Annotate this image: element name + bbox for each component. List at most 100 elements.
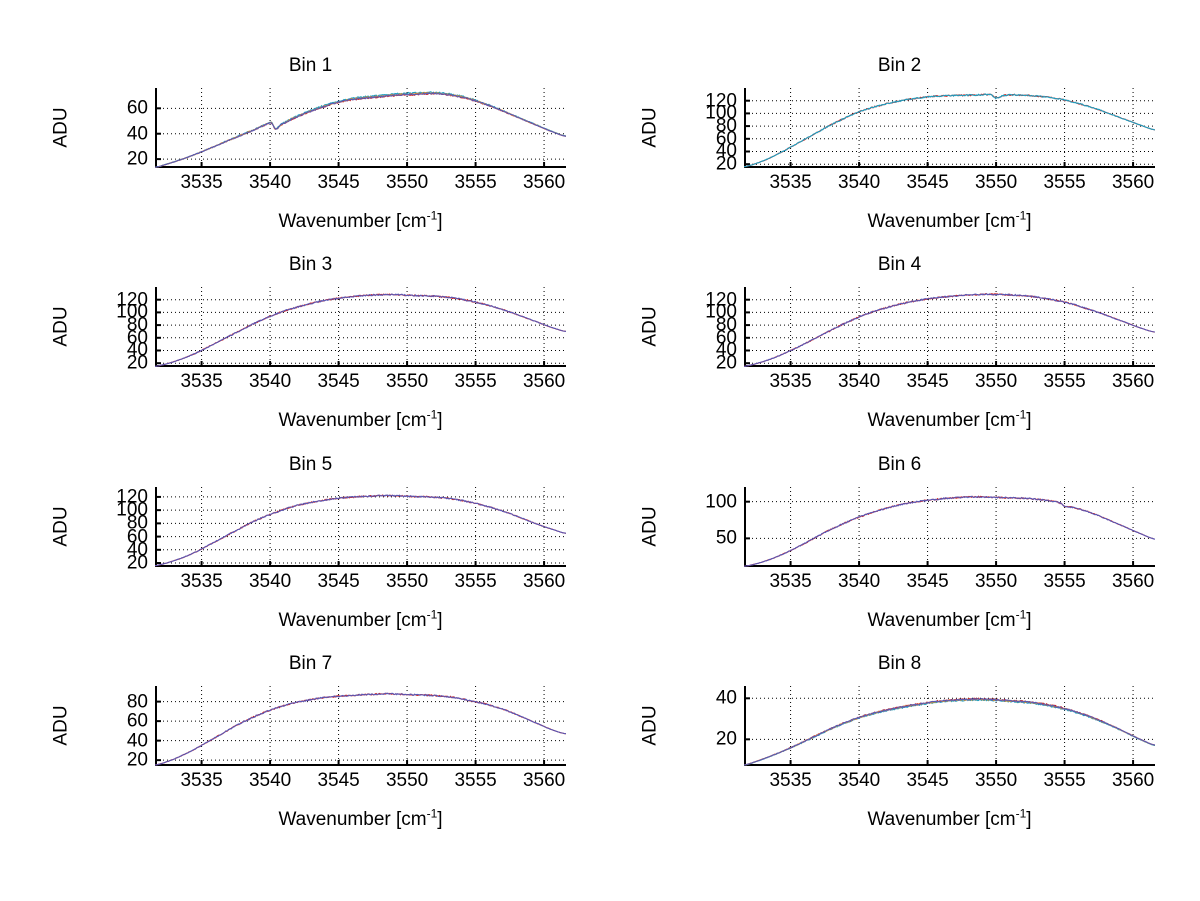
x-axis-label-text: Wavenumber [cm (867, 610, 1016, 631)
x-axis-label-7: Wavenumber [cm-1] (155, 808, 566, 830)
x-axis-label-close: ] (1026, 610, 1032, 631)
y-tick-label: 80 (126, 512, 148, 534)
x-axis-label-exponent: -1 (1015, 806, 1027, 821)
x-tick-label: 3535 (769, 172, 812, 193)
x-tick-label: 3555 (1043, 172, 1086, 193)
data-trace (155, 92, 566, 168)
subplot-panel-1: Bin 1 20 40 60 3535 3540 3545 3550 3555 3560 ADU Wa… (35, 56, 586, 252)
axes-frame-7 (155, 686, 566, 766)
x-tick-label: 3560 (1111, 172, 1155, 193)
x-axis-label-exponent: -1 (426, 607, 438, 622)
axes-area-1: 20 40 60 3535 3540 3545 3550 3555 3560 (127, 88, 566, 192)
x-axis-label-8: Wavenumber [cm-1] (744, 806, 1155, 830)
x-axis-label-exponent: -1 (1015, 407, 1027, 422)
y-axis-label-4: ADU (639, 306, 661, 347)
y-axis-label-2: ADU (639, 107, 661, 148)
x-tick-label: 3550 (385, 770, 429, 791)
data-trace (155, 92, 566, 168)
y-tick-label: 20 (715, 153, 737, 175)
axes-area-2: 20 40 60 80 100 120 3535 3540 3545 3550 3555 3560 (705, 88, 1155, 192)
x-axis-label-text: Wavenumber [cm (867, 809, 1016, 830)
x-tick-label: 3545 (317, 172, 360, 193)
x-tick-label: 3535 (180, 571, 223, 592)
y-tick-label: 100 (705, 491, 737, 513)
plot-canvas-6 (744, 487, 1155, 567)
subplot-title-1: Bin 1 (288, 55, 333, 76)
y-tick-label: 40 (126, 539, 148, 561)
x-axis-label-text: Wavenumber [cm (867, 211, 1016, 232)
x-axis-label-exponent: -1 (426, 407, 438, 422)
plot-canvas-4 (744, 287, 1155, 367)
y-tick-label: 40 (715, 339, 737, 361)
x-axis-label-text: Wavenumber [cm (278, 410, 427, 431)
y-tick-label: 60 (126, 526, 148, 548)
y-tick-label: 120 (116, 486, 148, 508)
x-tick-label: 3540 (837, 371, 881, 392)
data-trace (744, 698, 1155, 766)
x-axis-label-close: ] (1026, 809, 1032, 830)
x-tick-label: 3555 (454, 770, 497, 791)
x-tick-label: 3550 (385, 371, 429, 392)
x-axis-label-6: Wavenumber [cm-1] (744, 609, 1155, 631)
subplot-panel-7: Bin 7 20 40 60 80 3535 3540 3545 3550 3555 3560 ADU… (35, 654, 586, 850)
axes-area-4: 20 40 60 80 100 120 3535 3540 3545 3550 3555 3560 (705, 287, 1155, 391)
data-trace (744, 495, 1155, 567)
y-tick-label: 20 (715, 352, 737, 374)
x-tick-label: 3540 (837, 770, 881, 791)
x-tick-label: 3540 (837, 172, 881, 193)
x-axis-label-close: ] (437, 809, 443, 830)
axes-area-5: 20 40 60 80 100 120 3535 3540 3545 3550 3555 3560 (116, 487, 566, 591)
data-trace (155, 293, 566, 367)
data-trace (744, 495, 1155, 567)
x-tick-label: 3535 (769, 371, 812, 392)
subplot-panel-4: Bin 4 20 40 60 80 100 120 3535 3540 3545 3550 3555 3… (624, 255, 1175, 451)
x-tick-label: 3535 (769, 770, 812, 791)
y-tick-label: 100 (116, 301, 148, 323)
plot-canvas-8 (744, 686, 1155, 766)
subplot-title-3: Bin 3 (288, 254, 333, 275)
x-tick-label: 3545 (906, 172, 949, 193)
x-axis-label-3: Wavenumber [cm-1] (155, 407, 566, 431)
y-tick-label: 40 (715, 140, 737, 162)
x-axis-label-text: Wavenumber [cm (867, 410, 1016, 431)
x-axis-label-4: Wavenumber [cm-1] (744, 407, 1155, 431)
y-axis-label-1: ADU (50, 107, 72, 148)
x-tick-label: 3550 (385, 172, 429, 193)
y-tick-label: 60 (126, 97, 148, 119)
data-trace (155, 494, 566, 567)
data-trace (155, 692, 566, 766)
x-tick-label: 3555 (1043, 371, 1086, 392)
x-tick-label: 3560 (522, 770, 566, 791)
x-axis-label-text: Wavenumber [cm (278, 809, 427, 830)
x-tick-label: 3560 (1111, 770, 1155, 791)
y-tick-label: 20 (126, 552, 148, 574)
axes-frame-6 (744, 487, 1155, 567)
x-tick-label: 3545 (906, 571, 949, 592)
y-tick-label: 20 (715, 728, 737, 750)
axes-frame-5 (155, 487, 566, 567)
x-tick-label: 3535 (180, 770, 223, 791)
plot-canvas-7 (155, 686, 566, 766)
data-trace (744, 293, 1155, 367)
axes-frame-1 (155, 88, 566, 168)
plot-canvas-3 (155, 287, 566, 367)
subplot-title-5: Bin 5 (288, 454, 333, 475)
y-tick-label: 60 (126, 327, 148, 349)
x-axis-label-close: ] (437, 610, 443, 631)
data-trace (155, 692, 566, 766)
x-tick-label: 3545 (317, 571, 360, 592)
data-trace (155, 494, 566, 567)
subplot-panel-2: Bin 2 20 40 60 80 100 120 3535 3540 3545 3550 3555 3… (624, 56, 1175, 252)
data-trace (744, 93, 1155, 168)
y-tick-label: 120 (116, 289, 148, 311)
data-trace (744, 697, 1155, 766)
x-axis-label-text: Wavenumber [cm (278, 211, 427, 232)
subplot-title-7: Bin 7 (288, 653, 333, 674)
subplot-panel-3: Bin 3 20 40 60 80 100 120 3535 3540 3545 3550 3555 3… (35, 255, 586, 451)
axes-area-7: 20 40 60 80 3535 3540 3545 3550 3555 3560 (127, 686, 566, 790)
x-tick-label: 3555 (1043, 571, 1086, 592)
y-axis-label-7: ADU (50, 705, 72, 746)
x-tick-label: 3540 (248, 571, 292, 592)
x-axis-label-close: ] (437, 410, 443, 431)
x-tick-label: 3535 (180, 172, 223, 193)
